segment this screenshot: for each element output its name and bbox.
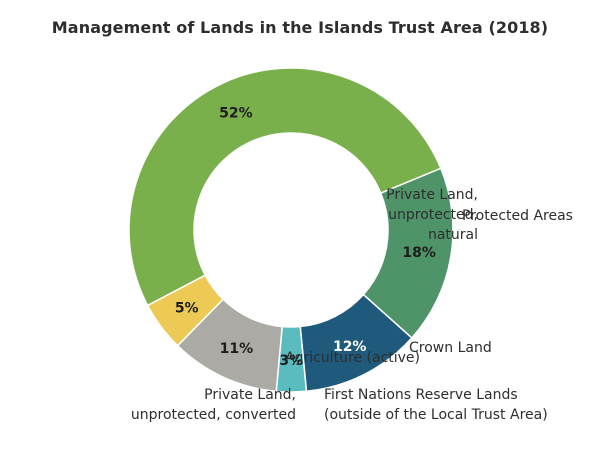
pct-label-crown-land: 12% (333, 339, 367, 355)
slice-private-land-unprotected-natural (128, 67, 442, 307)
slice-label-agriculture-active: Agriculture (active) (285, 348, 420, 368)
slice-label-line: Protected Areas (462, 208, 573, 224)
pct-label-private-land-unprotected-converted: 11% (220, 341, 254, 357)
slice-label-line: (outside of the Local Trust Area) (324, 407, 548, 423)
slice-label-line: Private Land, (386, 187, 478, 203)
slice-label-line: natural (427, 227, 478, 243)
slice-label-line: Agriculture (active) (285, 350, 420, 366)
slice-label-protected-areas: Protected Areas (462, 206, 573, 226)
slice-label-line: First Nations Reserve Lands (324, 387, 518, 403)
slice-label-line: unprotected, (388, 207, 478, 223)
pct-label-agriculture-active: 5% (175, 301, 199, 317)
slice-label-private-land-unprotected-converted: Private Land, unprotected, converted (131, 385, 296, 425)
pct-label-protected-areas: 18% (402, 245, 436, 261)
pct-label-first-nations-reserve-lands-outside-of-the-local-trust-area: 3% (279, 353, 303, 369)
pct-label-private-land-unprotected-natural: 52% (219, 105, 253, 121)
slice-label-first-nations-reserve-lands-outside-of-the-local-trust-area: First Nations Reserve Lands (outside of t… (324, 385, 548, 425)
slice-label-line: Crown Land (409, 340, 492, 356)
slice-label-line: unprotected, converted (130, 407, 296, 423)
slice-label-private-land-unprotected-natural: Private Land, unprotected, natural (386, 185, 478, 245)
slice-label-line: Private Land, (204, 387, 296, 403)
chart-title: Management of Lands in the Islands Trust… (51, 18, 549, 37)
slice-label-crown-land: Crown Land (409, 338, 492, 358)
